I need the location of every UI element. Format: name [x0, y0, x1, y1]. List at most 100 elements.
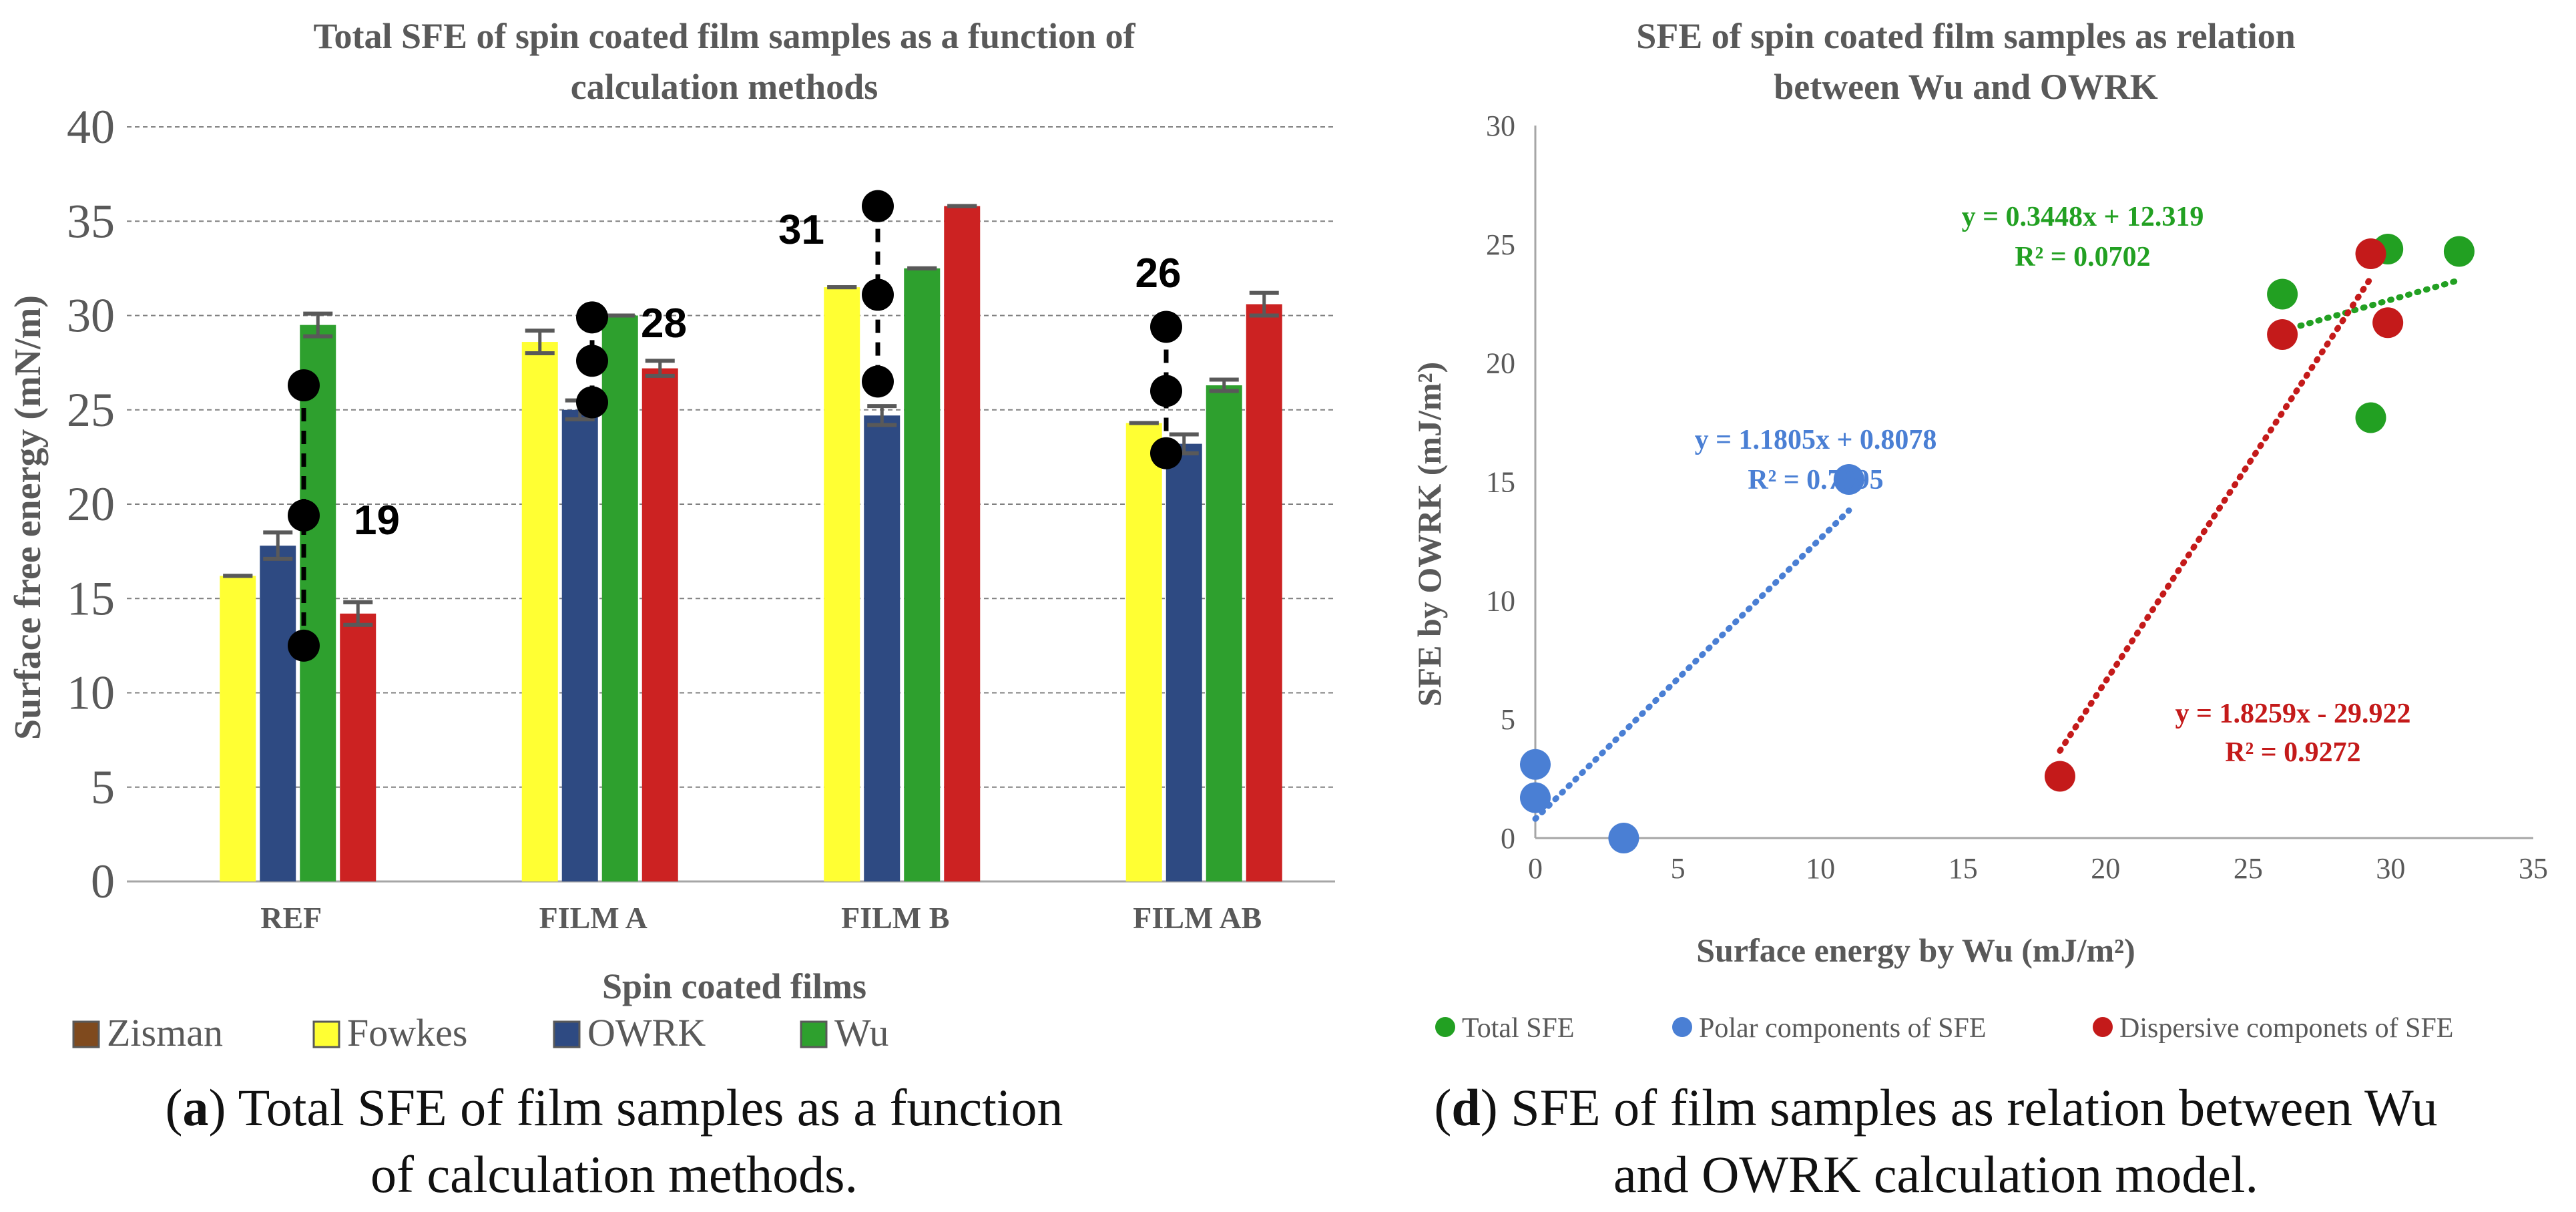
caption-d: (d) SFE of film samples as relation betw… — [1434, 1078, 2437, 1203]
scatter-chart-panel: SFE of spin coated film samples as relat… — [1410, 16, 2548, 1044]
x-tick-label: 35 — [2519, 852, 2548, 885]
y-tick-label: 10 — [1486, 584, 1515, 617]
bar — [904, 268, 941, 881]
y-tick-label: 40 — [67, 100, 115, 154]
scatter-point — [1608, 823, 1639, 853]
annotation-label: 28 — [641, 300, 687, 347]
annotation-dot — [862, 365, 894, 398]
caption-a: (a) Total SFE of film samples as a funct… — [166, 1078, 1063, 1203]
y-tick-label: 15 — [67, 572, 115, 625]
bar — [824, 287, 860, 881]
annotation-dot — [1150, 437, 1182, 469]
y-tick-label: 30 — [1486, 110, 1515, 142]
data-points — [1520, 233, 2475, 853]
x-tick-label: 5 — [1671, 852, 1686, 885]
x-tick-label: FILM B — [841, 901, 949, 935]
bar — [1125, 423, 1162, 881]
legend-marker — [1435, 1017, 1455, 1037]
caption-d-line-1: (d) SFE of film samples as relation betw… — [1434, 1078, 2437, 1137]
trend-r2: R² = 0.0702 — [2015, 242, 2150, 272]
annotation-dot — [576, 301, 608, 334]
y-tick-label: 25 — [1486, 228, 1515, 261]
caption-d-line-2: and OWRK calculation model. — [1613, 1145, 2258, 1203]
y-tick-label: 35 — [67, 194, 115, 248]
annotation-dot — [1150, 375, 1182, 407]
trend-equations: y = 0.3448x + 12.319 R² = 0.0702 y = 1.180… — [1695, 202, 2411, 768]
scatter-point — [2443, 236, 2475, 267]
caption-a-line-1: (a) Total SFE of film samples as a funct… — [166, 1078, 1063, 1137]
y-tick-label: 5 — [1501, 703, 1515, 736]
annotation-label: 26 — [1135, 250, 1182, 296]
x-axis-title: Surface energy by Wu (mJ/m²) — [1696, 932, 2135, 969]
legend-label: Dispersive componets of SFE — [2119, 1013, 2453, 1044]
y-axis-title: SFE by OWRK (mJ/m²) — [1410, 362, 1448, 706]
annotation-dot — [288, 369, 320, 402]
scatter-point — [2044, 761, 2075, 792]
annotation-dot — [862, 190, 894, 222]
x-tick-label: 30 — [2376, 852, 2405, 885]
trend-equation: y = 1.1805x + 0.8078 — [1695, 425, 1937, 455]
bar — [340, 613, 376, 881]
trendline — [2279, 277, 2463, 335]
trendline — [2057, 274, 2374, 754]
legend: Total SFE Polar components of SFE Dispersi… — [1435, 1013, 2453, 1044]
y-tick-label: 25 — [67, 383, 115, 437]
x-tick-label: 0 — [1528, 852, 1543, 885]
trend-equation: y = 0.3448x + 12.319 — [1962, 202, 2204, 232]
legend-label: Polar components of SFE — [1699, 1013, 1986, 1044]
trend-equation: y = 1.8259x - 29.922 — [2175, 698, 2411, 729]
x-tick-label: REF — [260, 901, 322, 935]
annotation-dot — [576, 386, 608, 419]
y-axis-ticks: 0 5 10 15 20 25 30 35 40 — [67, 100, 115, 908]
legend-swatch — [553, 1020, 581, 1048]
legend-label: Total SFE — [1462, 1013, 1575, 1044]
bar — [561, 409, 598, 881]
bar — [521, 342, 558, 881]
bar — [944, 206, 981, 881]
chart-title-line-1: Total SFE of spin coated film samples as… — [313, 16, 1135, 56]
trend-r2: R² = 0.9272 — [2225, 737, 2360, 768]
axes — [1534, 126, 2533, 839]
annotations: 19 28 31 26 — [288, 190, 1182, 662]
y-tick-label: 20 — [1486, 347, 1515, 380]
legend-swatch — [312, 1020, 340, 1048]
scatter-point — [2267, 278, 2298, 310]
y-tick-label: 10 — [67, 666, 115, 720]
scatter-point — [2372, 307, 2404, 339]
legend-label: Wu — [834, 1011, 888, 1054]
y-tick-label: 20 — [67, 477, 115, 531]
y-tick-label: 5 — [91, 761, 115, 814]
x-tick-label: 10 — [1806, 852, 1835, 885]
x-tick-label: FILM AB — [1133, 901, 1262, 935]
bar-chart-panel: Total SFE of spin coated film samples as… — [7, 16, 1335, 1054]
x-tick-label: 20 — [2091, 852, 2120, 885]
annotation-label: 31 — [778, 207, 824, 253]
chart-title-line-1: SFE of spin coated film samples as relat… — [1636, 16, 2296, 56]
bar — [864, 415, 900, 881]
scatter-point — [1520, 782, 1551, 813]
annotation-dot — [288, 629, 320, 662]
legend-label: OWRK — [587, 1011, 706, 1054]
bar — [1166, 443, 1202, 881]
axis-ticks: 0 5 10 15 20 25 30 35 0 5 10 15 20 25 30 — [1486, 110, 2548, 885]
trendline — [1532, 507, 1852, 822]
annotation-dot — [288, 499, 320, 532]
bar — [601, 315, 638, 881]
scatter-point — [2355, 238, 2386, 270]
legend-swatch — [800, 1020, 828, 1048]
scatter-point — [2355, 402, 2386, 433]
trendlines — [1532, 274, 2463, 822]
bars — [220, 204, 1282, 881]
bar — [260, 546, 296, 881]
legend-label: Fowkes — [347, 1011, 467, 1054]
scatter-point — [1520, 749, 1551, 780]
legend-swatch — [72, 1020, 100, 1048]
x-axis-ticks: REF FILM A FILM B FILM AB — [260, 901, 1262, 935]
y-tick-label: 0 — [1501, 822, 1515, 855]
y-tick-label: 15 — [1486, 466, 1515, 499]
bar — [641, 368, 678, 881]
bar — [220, 576, 256, 881]
y-axis-title: Surface free energy (mN/m) — [7, 295, 49, 740]
chart-title-line-2: between Wu and OWRK — [1774, 67, 2158, 107]
